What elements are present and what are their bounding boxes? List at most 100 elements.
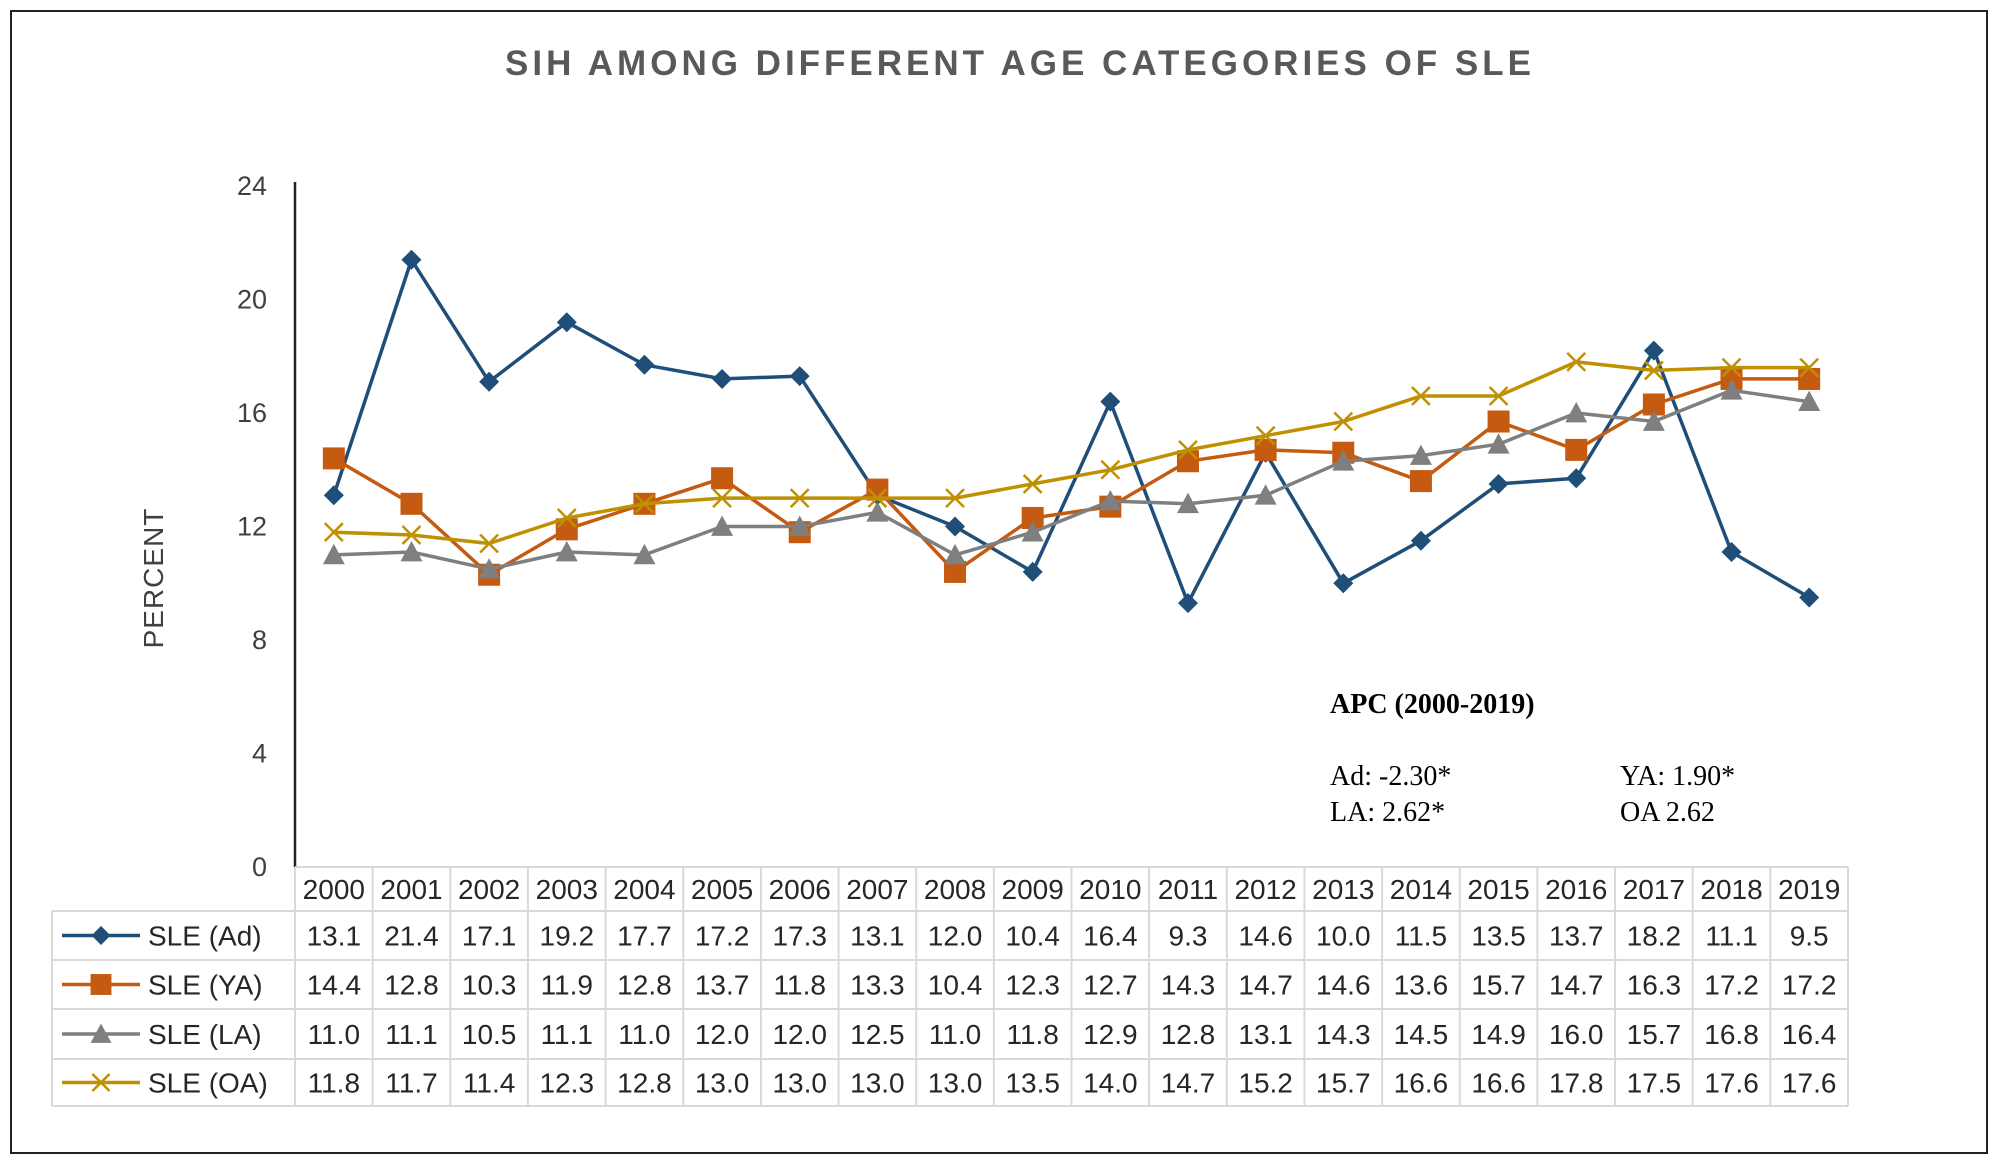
data-point-sle-la — [478, 558, 501, 579]
data-point-sle-ya — [944, 560, 967, 583]
y-tick-label: 4 — [252, 739, 267, 769]
y-axis-label: PERCENT — [138, 508, 169, 649]
apc-title: APC (2000-2019) — [1330, 689, 1535, 720]
y-tick-label: 0 — [252, 852, 267, 882]
table-cell-value: 13.0 — [850, 1068, 905, 1099]
table-cell-value: 17.5 — [1627, 1068, 1682, 1099]
data-point-sle-la — [400, 541, 423, 562]
data-point-sle-la — [1798, 390, 1821, 411]
table-cell-value: 14.4 — [307, 970, 362, 1001]
table-cell-value: 12.0 — [772, 1019, 827, 1050]
table-cell-value: 11.0 — [618, 1019, 670, 1050]
table-cell-value: 15.7 — [1471, 970, 1526, 1001]
series-lines — [322, 249, 1821, 614]
table-cell-value: 14.3 — [1161, 970, 1216, 1001]
x-category-label: 2001 — [380, 874, 442, 905]
chart-frame — [10, 10, 1988, 1154]
table-cell-value: 11.7 — [385, 1068, 437, 1099]
table-cell-value: 14.7 — [1161, 1068, 1216, 1099]
data-point-sle-ya — [1642, 393, 1665, 416]
x-category-label: 2006 — [769, 874, 831, 905]
table-cell-value: 14.5 — [1394, 1019, 1449, 1050]
table-cell-value: 13.7 — [1549, 921, 1604, 952]
data-point-sle-ya — [1021, 506, 1044, 529]
table-cell-value: 10.5 — [462, 1019, 517, 1050]
table-cell-value: 12.0 — [928, 921, 983, 952]
data-point-sle-oa — [1333, 411, 1354, 432]
table-cell-value: 13.3 — [850, 970, 905, 1001]
legend-key-marker-sle-la — [90, 1023, 112, 1043]
legend-label-sle-oa: SLE (OA) — [148, 1068, 268, 1099]
table-cell-value: 17.2 — [1782, 970, 1837, 1001]
table-cell-value: 10.0 — [1316, 921, 1371, 952]
data-point-sle-ya — [1565, 438, 1588, 461]
data-point-sle-ya — [866, 478, 889, 501]
data-point-sle-oa — [1022, 474, 1043, 494]
data-point-sle-oa — [323, 522, 344, 543]
x-category-label: 2011 — [1158, 874, 1218, 905]
table-cell-value: 17.3 — [772, 921, 827, 952]
table-cell-value: 16.0 — [1549, 1019, 1604, 1050]
legend-label-sle-ya: SLE (YA) — [148, 970, 263, 1001]
x-category-label: 2007 — [846, 874, 908, 905]
data-point-sle-ad — [1022, 561, 1043, 582]
data-point-sle-la — [1642, 410, 1665, 431]
data-point-sle-oa — [1566, 352, 1587, 372]
data-point-sle-la — [322, 543, 345, 565]
data-point-sle-ya — [1254, 438, 1277, 461]
y-ticks: 0 4 8 12 16 20 24 — [237, 171, 267, 882]
x-category-label: 2008 — [924, 874, 986, 905]
table-cell-value: 14.7 — [1238, 970, 1293, 1001]
table-cell-value: 12.0 — [695, 1019, 750, 1050]
table-cell-value: 13.5 — [1471, 921, 1526, 952]
x-category-label: 2004 — [613, 874, 675, 905]
apc-la: LA: 2.62* — [1330, 797, 1445, 828]
table-cell-value: 12.5 — [850, 1019, 905, 1050]
data-point-sle-la — [788, 515, 811, 536]
table-cell-value: 11.0 — [929, 1019, 981, 1050]
table-cell-value: 16.8 — [1704, 1019, 1759, 1050]
data-point-sle-la — [944, 543, 967, 565]
legend-key-marker-sle-ad — [91, 926, 111, 945]
legend-label-sle-la: SLE (LA) — [148, 1019, 262, 1050]
table-cell-value: 11.8 — [774, 970, 826, 1001]
data-point-sle-oa — [1178, 440, 1198, 460]
data-point-sle-ad — [401, 249, 422, 270]
table-cell-value: 13.1 — [850, 921, 905, 952]
series-line-sle-ya — [332, 377, 1810, 577]
table-cell-value: 12.3 — [540, 1068, 595, 1099]
data-point-sle-ad — [1566, 468, 1587, 489]
table-cell-value: 11.1 — [1705, 921, 1757, 952]
table-cell-value: 11.1 — [385, 1019, 437, 1050]
data-point-sle-oa — [1488, 386, 1509, 406]
table-cell-value: 14.0 — [1083, 1068, 1138, 1099]
table-cell-value: 16.6 — [1471, 1068, 1526, 1099]
table-cell-value: 10.3 — [462, 970, 517, 1001]
table-cell-value: 17.6 — [1704, 1068, 1759, 1099]
data-point-sle-oa — [1411, 386, 1431, 406]
data-point-sle-la — [866, 501, 889, 522]
y-tick-label: 20 — [237, 285, 267, 315]
x-category-label: 2010 — [1079, 874, 1141, 905]
table-cell-value: 16.3 — [1627, 970, 1682, 1001]
data-point-sle-ad — [945, 516, 966, 537]
table-cell-value: 14.3 — [1316, 1019, 1371, 1050]
table-cell-value: 11.4 — [463, 1068, 515, 1099]
table-cell-value: 18.2 — [1627, 921, 1682, 952]
data-point-sle-ad — [789, 366, 810, 387]
x-category-label: 2015 — [1467, 874, 1529, 905]
table-cell-value: 11.9 — [541, 970, 593, 1001]
table-cell-value: 12.8 — [617, 1068, 672, 1099]
x-category-label: 2012 — [1234, 874, 1296, 905]
apc-ad: Ad: -2.30* — [1330, 761, 1451, 792]
y-tick-label: 16 — [237, 398, 267, 428]
data-point-sle-la — [1720, 379, 1743, 400]
table-cell-value: 11.5 — [1395, 921, 1447, 952]
x-category-label: 2003 — [536, 874, 598, 905]
data-point-sle-ya — [711, 467, 734, 490]
x-category-label: 2013 — [1312, 874, 1374, 905]
data-point-sle-ad — [1721, 542, 1742, 563]
data-point-sle-ad — [634, 354, 655, 375]
table-cell-value: 12.8 — [1161, 1019, 1216, 1050]
